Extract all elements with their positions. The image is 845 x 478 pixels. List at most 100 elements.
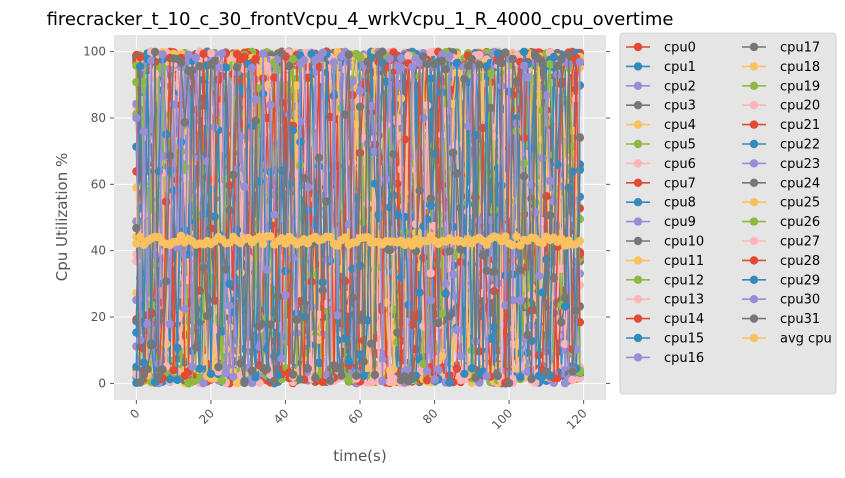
data-point bbox=[139, 358, 148, 367]
legend-label: cpu16 bbox=[664, 351, 704, 366]
data-point bbox=[139, 210, 148, 220]
data-point bbox=[236, 359, 245, 368]
data-point bbox=[449, 270, 458, 279]
data-point bbox=[512, 232, 521, 241]
data-point bbox=[512, 77, 521, 86]
data-point bbox=[493, 49, 503, 58]
data-point bbox=[363, 316, 372, 325]
chart-title: firecracker_t_10_c_30_frontVcpu_4_wrkVcp… bbox=[47, 9, 674, 30]
data-point bbox=[422, 376, 432, 385]
data-point bbox=[314, 358, 324, 368]
data-point bbox=[460, 74, 469, 84]
data-point bbox=[206, 369, 216, 378]
legend-marker bbox=[633, 217, 643, 226]
legend-item: cpu22 bbox=[742, 138, 820, 153]
data-point bbox=[430, 375, 439, 384]
data-point bbox=[519, 172, 529, 181]
data-point bbox=[247, 63, 257, 72]
legend-label: cpu28 bbox=[780, 254, 820, 269]
data-point bbox=[452, 169, 462, 178]
y-tick-label: 40 bbox=[91, 244, 106, 258]
data-point bbox=[135, 232, 145, 242]
legend-label: cpu15 bbox=[664, 332, 704, 347]
data-point bbox=[460, 375, 469, 384]
data-point bbox=[504, 378, 514, 388]
data-point bbox=[292, 81, 301, 90]
data-point bbox=[549, 274, 558, 283]
data-point bbox=[270, 306, 279, 316]
data-point bbox=[255, 342, 264, 351]
legend-marker bbox=[749, 139, 759, 149]
data-point bbox=[258, 49, 268, 58]
data-point bbox=[419, 113, 428, 123]
data-point bbox=[210, 122, 219, 132]
data-point bbox=[385, 246, 394, 255]
data-point bbox=[426, 201, 435, 210]
data-point bbox=[467, 54, 476, 64]
data-point bbox=[538, 59, 547, 69]
legend-item: cpu23 bbox=[742, 157, 820, 172]
data-point bbox=[370, 370, 380, 380]
legend-marker bbox=[633, 314, 643, 323]
data-point bbox=[318, 48, 327, 57]
data-point bbox=[396, 63, 406, 73]
legend-item: cpu15 bbox=[626, 332, 704, 347]
legend-marker bbox=[749, 120, 759, 129]
data-point bbox=[441, 65, 450, 74]
data-point bbox=[292, 315, 301, 325]
data-point bbox=[173, 343, 182, 352]
legend-label: cpu8 bbox=[664, 196, 696, 211]
data-point bbox=[549, 52, 558, 62]
data-point bbox=[486, 103, 495, 113]
legend-item: cpu16 bbox=[626, 351, 704, 366]
data-point bbox=[415, 288, 424, 297]
data-point bbox=[303, 73, 312, 83]
legend-item: cpu27 bbox=[742, 235, 820, 250]
y-tick-label: 80 bbox=[91, 111, 106, 125]
data-point bbox=[363, 363, 372, 373]
data-point bbox=[132, 183, 141, 192]
data-point bbox=[266, 320, 275, 329]
data-point bbox=[318, 286, 327, 295]
legend-marker bbox=[749, 159, 759, 168]
legend-label: cpu12 bbox=[664, 273, 704, 288]
data-point bbox=[393, 117, 402, 127]
data-point bbox=[452, 364, 462, 373]
data-point bbox=[430, 59, 439, 69]
data-point bbox=[531, 208, 540, 217]
data-point bbox=[415, 59, 424, 68]
data-point bbox=[419, 359, 428, 369]
data-point bbox=[270, 73, 279, 82]
series-layer bbox=[132, 47, 585, 388]
data-point bbox=[340, 233, 350, 242]
data-point bbox=[173, 375, 182, 385]
data-point bbox=[150, 47, 160, 57]
data-point bbox=[572, 306, 581, 315]
legend-marker bbox=[749, 314, 759, 323]
legend-marker bbox=[633, 295, 643, 304]
legend-marker bbox=[633, 120, 643, 129]
data-point bbox=[322, 197, 331, 206]
legend-item: cpu11 bbox=[626, 254, 704, 269]
data-point bbox=[512, 119, 521, 128]
data-point bbox=[158, 365, 167, 374]
data-point bbox=[404, 51, 413, 61]
legend-item: cpu2 bbox=[626, 79, 696, 94]
data-point bbox=[348, 77, 357, 86]
data-point bbox=[437, 50, 447, 59]
data-point bbox=[508, 54, 517, 64]
legend: cpu0 cpu1 cpu2 cpu3 cpu4 cpu5 cpu6 cpu7 cpu8 cpu9… bbox=[619, 32, 837, 395]
data-point bbox=[545, 211, 555, 220]
data-point bbox=[523, 330, 532, 340]
data-point bbox=[176, 58, 186, 67]
data-point bbox=[452, 58, 462, 68]
data-point bbox=[210, 212, 219, 221]
data-point bbox=[374, 210, 383, 219]
data-point bbox=[527, 374, 536, 384]
data-point bbox=[501, 232, 510, 241]
legend-item: cpu28 bbox=[742, 254, 820, 269]
legend-item: cpu9 bbox=[626, 215, 696, 230]
data-point bbox=[255, 232, 264, 242]
data-point bbox=[337, 371, 346, 380]
legend-label: cpu2 bbox=[664, 79, 696, 94]
